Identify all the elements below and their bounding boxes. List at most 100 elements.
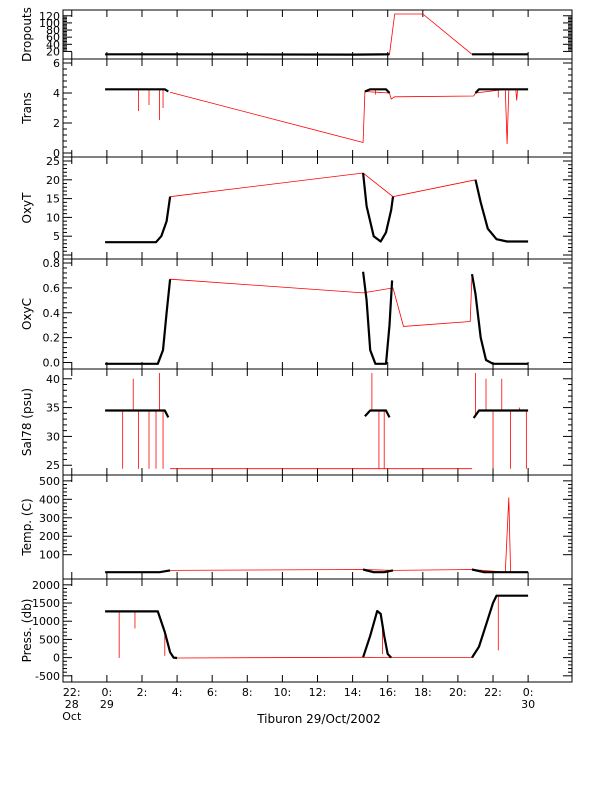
y-tick-label: 120 xyxy=(39,10,60,23)
chart-panels: 20406080100120Dropouts0246Trans051015202… xyxy=(20,7,573,683)
y-tick-label: 25 xyxy=(46,155,60,168)
x-tick-label: 29 xyxy=(100,698,114,711)
x-tick-label: 2: xyxy=(137,686,148,699)
y-tick-label: 0.4 xyxy=(43,307,61,320)
gap-line-dropouts xyxy=(389,13,473,55)
chart-caption: Tiburon 29/Oct/2002 xyxy=(256,712,381,726)
x-tick-label: 4: xyxy=(172,686,183,699)
panel-oxyt: 0 5 10 15 20 25 OxyT xyxy=(20,155,573,262)
profile-line-press xyxy=(471,594,529,659)
profile-line-press xyxy=(362,609,392,659)
x-tick-label: 22: xyxy=(484,686,502,699)
y-axis-label-trans: Trans xyxy=(20,92,34,125)
gap-line-press xyxy=(177,656,472,659)
y-tick-label: 35 xyxy=(46,402,60,415)
panel-frame xyxy=(62,578,573,683)
x-tick-label: 14: xyxy=(344,686,362,699)
y-tick-label: 300 xyxy=(39,512,60,525)
y-tick-label: 400 xyxy=(39,493,60,506)
y-tick-label: 0.6 xyxy=(43,282,61,295)
y-axis-label-oxyc: OxyC xyxy=(20,298,34,330)
panel-sal: 25 30 35 40 Sal78 (psu) xyxy=(20,368,573,476)
profile-line-oxyc xyxy=(470,274,529,365)
profile-line-trans xyxy=(364,88,391,94)
x-tick-label: 0: xyxy=(102,686,113,699)
y-axis-label-dropouts: Dropouts xyxy=(20,7,34,62)
profile-line-sal xyxy=(105,409,170,418)
x-tick-label: 22: xyxy=(63,686,81,699)
x-tick-label: Oct xyxy=(62,710,82,723)
y-tick-label: 25 xyxy=(46,459,60,472)
profile-line-sal xyxy=(472,409,529,419)
panel-data-oxyc xyxy=(105,271,529,365)
y-tick-label: 60 xyxy=(46,31,60,44)
y-tick-label: 0 xyxy=(53,652,60,665)
y-tick-label: 0 xyxy=(53,249,60,262)
profile-line-sal xyxy=(364,409,391,418)
y-tick-label: 0.8 xyxy=(43,257,61,270)
y-tick-label: 5 xyxy=(53,230,60,243)
x-tick-label: 16: xyxy=(379,686,397,699)
x-tick-label: 8: xyxy=(242,686,253,699)
y-tick-label: 2000 xyxy=(32,579,60,592)
panel-temp: 100 200 300 400 500 Temp. (C) xyxy=(20,474,573,580)
x-tick-label: 10: xyxy=(274,686,292,699)
profile-line-temp xyxy=(471,568,529,574)
profile-line-trans xyxy=(474,88,529,94)
x-tick-label: 12: xyxy=(309,686,327,699)
panel-frame xyxy=(62,58,573,158)
profile-line-press xyxy=(105,610,178,660)
y-tick-label: 4 xyxy=(53,87,60,100)
panel-press: -500 0 500 1000 1500 2000 Press. (db) xyxy=(20,578,573,683)
y-axis-label-temp: Temp. (C) xyxy=(20,498,34,556)
y-tick-label: 0.2 xyxy=(43,332,61,345)
profile-line-oxyc xyxy=(105,279,172,365)
y-tick-label: 0.0 xyxy=(43,357,61,370)
x-tick-label: 0: xyxy=(523,686,534,699)
profile-line-oxyt xyxy=(105,196,172,244)
profile-line-oxyc xyxy=(362,271,394,365)
y-tick-label: 500 xyxy=(39,475,60,488)
y-tick-label: 10 xyxy=(46,211,60,224)
x-tick-label: 28 xyxy=(65,698,79,711)
y-tick-label: 0 xyxy=(53,147,60,160)
gap-line-temp xyxy=(170,497,511,573)
panel-trans: 0 2 4 6 Trans xyxy=(20,57,573,160)
y-axis-label-oxyt: OxyT xyxy=(20,192,34,224)
y-tick-label: 1000 xyxy=(32,615,60,628)
y-tick-label: 40 xyxy=(46,373,60,386)
y-tick-label: 500 xyxy=(39,633,60,646)
panel-data-press xyxy=(105,594,529,660)
profile-line-trans xyxy=(105,88,169,93)
y-tick-label: 40 xyxy=(46,38,60,51)
profile-line-temp xyxy=(362,568,394,574)
y-tick-label: 15 xyxy=(46,193,60,206)
panel-frame xyxy=(62,368,573,476)
panel-data-temp xyxy=(105,497,529,574)
profile-line-oxyt xyxy=(474,179,529,243)
y-tick-label: 30 xyxy=(46,430,60,443)
panel-data-oxyt xyxy=(105,172,529,244)
panel-data-sal xyxy=(105,373,529,470)
panel-oxyc: 0.0 0.2 0.4 0.6 0.8 OxyC xyxy=(20,257,573,370)
y-tick-label: 20 xyxy=(46,174,60,187)
gap-line-oxyt xyxy=(170,172,476,198)
x-tick-label: 6: xyxy=(207,686,218,699)
gap-line-trans xyxy=(169,88,518,145)
y-axis-label-sal: Sal78 (psu) xyxy=(20,388,34,456)
y-tick-label: 100 xyxy=(39,549,60,562)
panel-frame xyxy=(62,9,573,60)
panel-frame xyxy=(62,156,573,260)
panel-frame xyxy=(62,258,573,370)
y-tick-label: 100 xyxy=(39,17,60,30)
y-tick-label: 200 xyxy=(39,530,60,543)
profile-line-temp xyxy=(105,569,171,574)
x-tick-label: 20: xyxy=(449,686,467,699)
x-tick-label: 30 xyxy=(521,698,535,711)
panel-frame xyxy=(62,474,573,580)
panel-data-trans xyxy=(105,88,529,145)
y-tick-label: 1500 xyxy=(32,597,60,610)
